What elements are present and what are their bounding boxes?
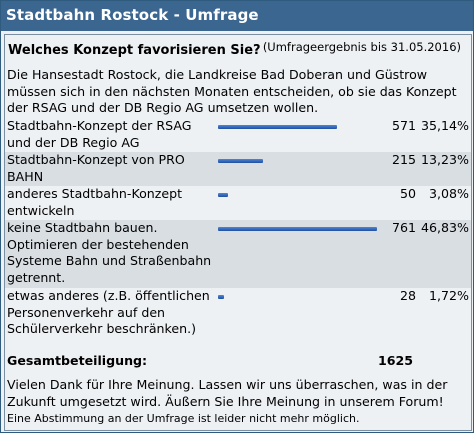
option-row: Stadtbahn-Konzept von PRO BAHN 215 13,23… [5,152,471,186]
option-label: etwas anderes (z.B. öffentlichen Persone… [7,288,210,336]
poll-title: Stadtbahn Rostock - Umfrage [6,6,259,24]
vote-count: 571 [391,118,416,133]
option-row: keine Stadtbahn bauen. Optimieren der be… [5,220,471,288]
option-label: Stadtbahn-Konzept der RSAG und der DB Re… [7,118,192,150]
result-bar [218,227,377,231]
result-bar [218,159,263,163]
vote-count: 761 [391,220,416,235]
vote-percent: 35,14% [421,118,470,133]
result-bar [218,125,337,129]
vote-percent: 13,23% [421,152,470,167]
result-bar [218,193,228,197]
vote-percent: 46,83% [421,220,470,235]
total-label: Gesamtbeteiligung: [7,353,148,368]
option-row: Stadtbahn-Konzept der RSAG und der DB Re… [5,118,471,152]
vote-count: 50 [399,186,416,201]
vote-count: 215 [391,152,416,167]
option-label: keine Stadtbahn bauen. Optimieren der be… [7,220,212,285]
poll-body: Welches Konzept favorisieren Sie? (Umfra… [4,34,472,431]
thanks-message: Vielen Dank für Ihre Meinung. Lassen wir… [7,377,448,409]
vote-percent: 1,72% [428,288,469,303]
vote-count: 28 [399,288,416,303]
poll-question: Welches Konzept favorisieren Sie? [8,43,261,58]
result-date: (Umfrageergebnis bis 31.05.2016) [262,40,461,54]
option-label: anderes Stadtbahn-Konzept entwickeln [7,186,183,218]
option-row: anderes Stadtbahn-Konzept entwickeln 50 … [5,186,471,220]
title-bar: Stadtbahn Rostock - Umfrage [1,1,473,31]
result-bar [218,295,224,299]
vote-percent: 3,08% [428,186,469,201]
option-row: etwas anderes (z.B. öffentlichen Persone… [5,288,471,340]
poll-intro: Die Hansestadt Rostock, die Landkreise B… [7,67,457,115]
closed-note: Eine Abstimmung an der Umfrage ist leide… [7,412,360,425]
option-label: Stadtbahn-Konzept von PRO BAHN [7,152,185,184]
total-value: 1625 [377,353,413,368]
